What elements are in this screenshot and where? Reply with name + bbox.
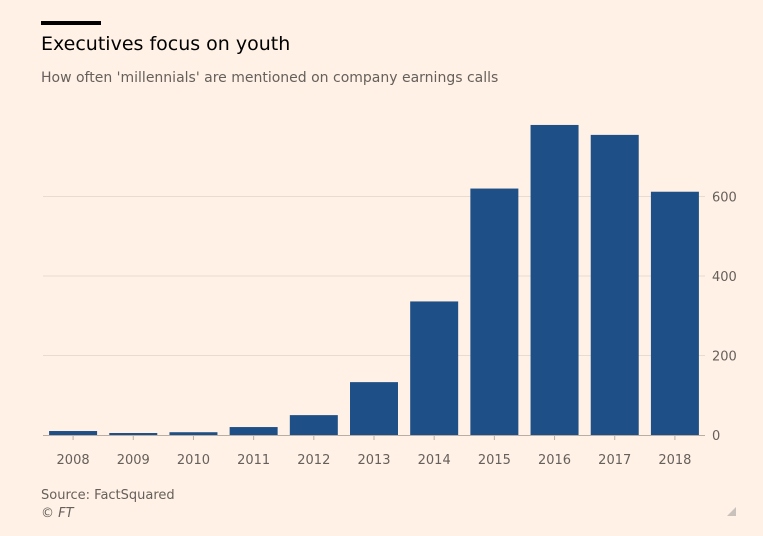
bar xyxy=(590,134,639,435)
title-rule xyxy=(41,21,101,25)
chart-subtitle: How often 'millennials' are mentioned on… xyxy=(41,70,499,86)
x-tick-label: 2018 xyxy=(658,453,691,468)
bar xyxy=(530,124,579,435)
bar xyxy=(49,431,98,435)
x-tick-label: 2011 xyxy=(237,453,270,468)
source-note: Source: FactSquared xyxy=(41,488,175,503)
bar xyxy=(650,191,699,435)
bar xyxy=(350,382,398,435)
x-tick-label: 2013 xyxy=(357,453,390,468)
bar xyxy=(109,433,158,435)
copyright-note: © FT xyxy=(41,506,74,521)
bar xyxy=(229,427,278,435)
x-tick-label: 2009 xyxy=(117,453,150,468)
chart-title: Executives focus on youth xyxy=(41,33,291,55)
bar xyxy=(470,188,519,435)
y-tick-label: 600 xyxy=(712,191,737,206)
x-tick-label: 2008 xyxy=(57,453,90,468)
x-tick-label: 2010 xyxy=(177,453,210,468)
bar xyxy=(410,301,459,435)
x-tick-label: 2015 xyxy=(478,453,511,468)
resize-handle-icon xyxy=(727,507,736,516)
x-tick-label: 2016 xyxy=(538,453,571,468)
x-tick-label: 2012 xyxy=(297,453,330,468)
y-tick-label: 200 xyxy=(712,350,737,365)
bar xyxy=(169,432,218,435)
x-tick-label: 2014 xyxy=(418,453,451,468)
y-tick-label: 0 xyxy=(712,429,720,444)
bar xyxy=(289,415,338,435)
x-tick-label: 2017 xyxy=(598,453,631,468)
y-tick-label: 400 xyxy=(712,270,737,285)
